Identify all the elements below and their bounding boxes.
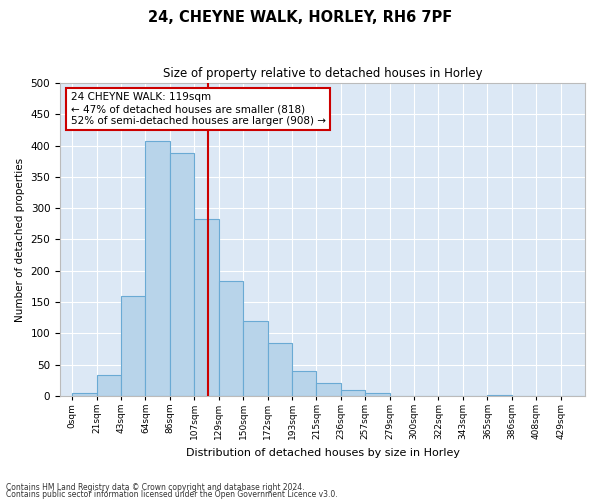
Y-axis label: Number of detached properties: Number of detached properties: [15, 158, 25, 322]
Text: 24 CHEYNE WALK: 119sqm
← 47% of detached houses are smaller (818)
52% of semi-de: 24 CHEYNE WALK: 119sqm ← 47% of detached…: [71, 92, 326, 126]
Bar: [97, 375, 121, 396]
Text: Contains public sector information licensed under the Open Government Licence v3: Contains public sector information licen…: [6, 490, 338, 499]
Bar: [268, 342, 292, 396]
Text: 24, CHEYNE WALK, HORLEY, RH6 7PF: 24, CHEYNE WALK, HORLEY, RH6 7PF: [148, 10, 452, 25]
Bar: [145, 140, 170, 396]
Bar: [243, 321, 268, 396]
Bar: [219, 280, 243, 396]
Bar: [194, 219, 219, 396]
Text: Contains HM Land Registry data © Crown copyright and database right 2024.: Contains HM Land Registry data © Crown c…: [6, 484, 305, 492]
Bar: [487, 394, 512, 396]
Bar: [292, 372, 316, 396]
X-axis label: Distribution of detached houses by size in Horley: Distribution of detached houses by size …: [185, 448, 460, 458]
Bar: [365, 392, 389, 396]
Title: Size of property relative to detached houses in Horley: Size of property relative to detached ho…: [163, 68, 482, 80]
Bar: [341, 390, 365, 396]
Bar: [170, 153, 194, 396]
Bar: [121, 296, 145, 396]
Bar: [316, 384, 341, 396]
Bar: [72, 392, 97, 396]
